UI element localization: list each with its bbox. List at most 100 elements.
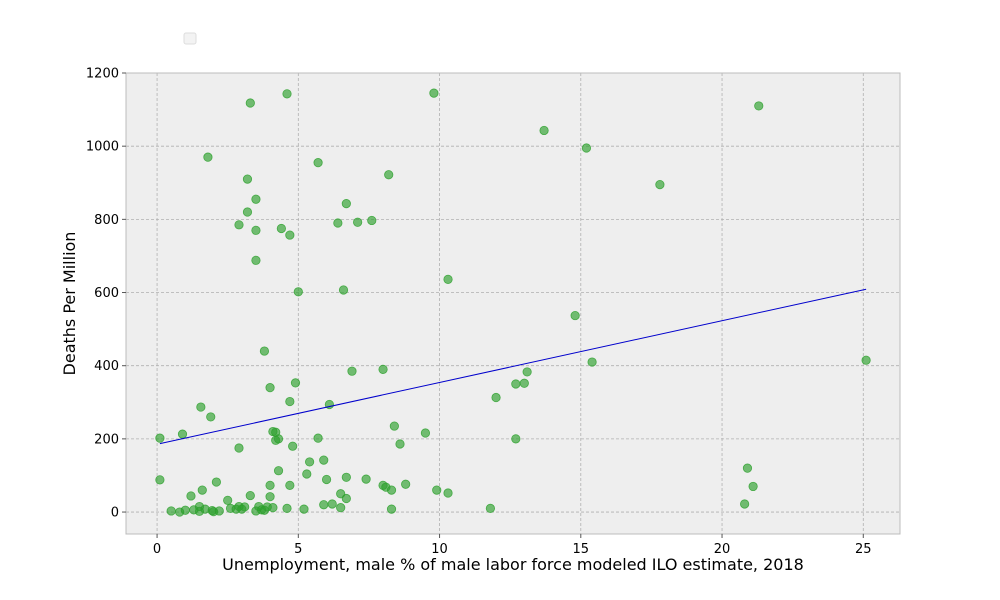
data-point — [166, 506, 176, 516]
data-point — [327, 499, 337, 509]
data-point — [242, 207, 253, 217]
data-point — [265, 480, 275, 490]
data-point — [485, 503, 496, 513]
data-point — [302, 469, 312, 479]
data-point — [268, 503, 278, 513]
data-point — [197, 485, 207, 495]
data-point — [240, 502, 250, 512]
x-tick-label: 15 — [573, 542, 590, 557]
data-point — [338, 285, 349, 295]
data-point — [282, 503, 292, 513]
data-point — [333, 218, 343, 228]
data-point — [432, 485, 442, 495]
data-point — [395, 439, 405, 449]
data-point — [245, 98, 255, 108]
data-point — [522, 367, 532, 377]
y-tick-label: 600 — [94, 286, 119, 301]
data-point — [861, 355, 871, 365]
data-point — [285, 396, 295, 407]
y-tick-label: 800 — [94, 213, 119, 228]
data-point — [570, 310, 580, 321]
data-point — [288, 441, 298, 451]
y-tick-label: 1000 — [86, 140, 119, 155]
data-point — [265, 383, 275, 393]
data-point — [740, 499, 750, 509]
plot-frame — [125, 72, 901, 535]
data-point — [511, 379, 521, 389]
data-point — [273, 466, 284, 476]
data-point — [196, 402, 206, 412]
data-point — [587, 357, 597, 367]
data-point — [234, 443, 244, 453]
legend-box — [183, 32, 197, 45]
data-point — [305, 457, 315, 467]
data-point — [367, 215, 377, 226]
y-tick-label: 1200 — [86, 67, 119, 82]
data-point — [347, 366, 357, 376]
data-point — [276, 223, 286, 234]
data-point — [282, 89, 292, 99]
data-point — [290, 378, 301, 388]
data-point — [341, 199, 351, 209]
data-point — [206, 412, 216, 422]
data-point — [443, 274, 453, 284]
data-point — [321, 474, 332, 485]
data-point — [177, 429, 188, 439]
x-tick-label: 0 — [153, 542, 161, 557]
trend-line-layer — [159, 288, 867, 445]
y-tick-label: 400 — [94, 359, 119, 374]
data-point — [211, 477, 221, 487]
data-point — [519, 378, 529, 388]
y-tick-label: 0 — [111, 506, 119, 521]
data-point — [429, 88, 439, 98]
data-point — [214, 506, 224, 516]
data-points — [155, 88, 871, 517]
x-tick-label: 20 — [714, 542, 731, 557]
data-point — [265, 492, 275, 502]
data-point — [245, 490, 255, 501]
y-axis-label: Deaths Per Million — [60, 232, 79, 376]
data-point — [378, 364, 388, 374]
data-point — [251, 194, 261, 204]
data-point — [234, 220, 244, 230]
data-point — [313, 433, 323, 443]
data-point — [341, 493, 351, 504]
data-point — [336, 503, 346, 513]
data-point — [384, 170, 394, 180]
y-tick-label: 200 — [94, 432, 119, 447]
data-point — [361, 474, 371, 484]
legend — [183, 32, 197, 45]
data-point — [180, 505, 190, 515]
data-point — [341, 472, 351, 482]
data-point — [443, 488, 453, 498]
data-point — [186, 491, 196, 501]
data-point — [581, 143, 592, 153]
data-point — [748, 481, 758, 492]
data-point — [389, 421, 399, 431]
axis-ticks: 0 5 10 15 20 25 0 200 400 600 800 1000 1200 — [86, 67, 872, 558]
data-point — [420, 428, 431, 438]
data-point — [386, 504, 397, 514]
data-point — [285, 480, 295, 490]
data-point — [293, 287, 303, 297]
data-point — [754, 101, 764, 111]
x-tick-label: 25 — [855, 542, 872, 557]
data-point — [155, 475, 165, 485]
data-point — [285, 230, 295, 240]
data-point — [491, 392, 501, 403]
data-point — [203, 152, 213, 162]
data-point — [251, 255, 261, 265]
data-point — [242, 174, 253, 184]
x-tick-label: 5 — [294, 542, 302, 557]
data-point — [655, 179, 665, 190]
data-point — [386, 485, 397, 495]
x-tick-label: 10 — [431, 542, 448, 557]
trend-line — [159, 288, 867, 445]
data-point — [273, 434, 284, 444]
data-point — [313, 158, 323, 168]
data-point — [353, 217, 363, 227]
x-axis-label: Unemployment, male % of male labor force… — [222, 555, 804, 574]
plot-area — [126, 73, 900, 534]
data-point — [539, 125, 549, 136]
